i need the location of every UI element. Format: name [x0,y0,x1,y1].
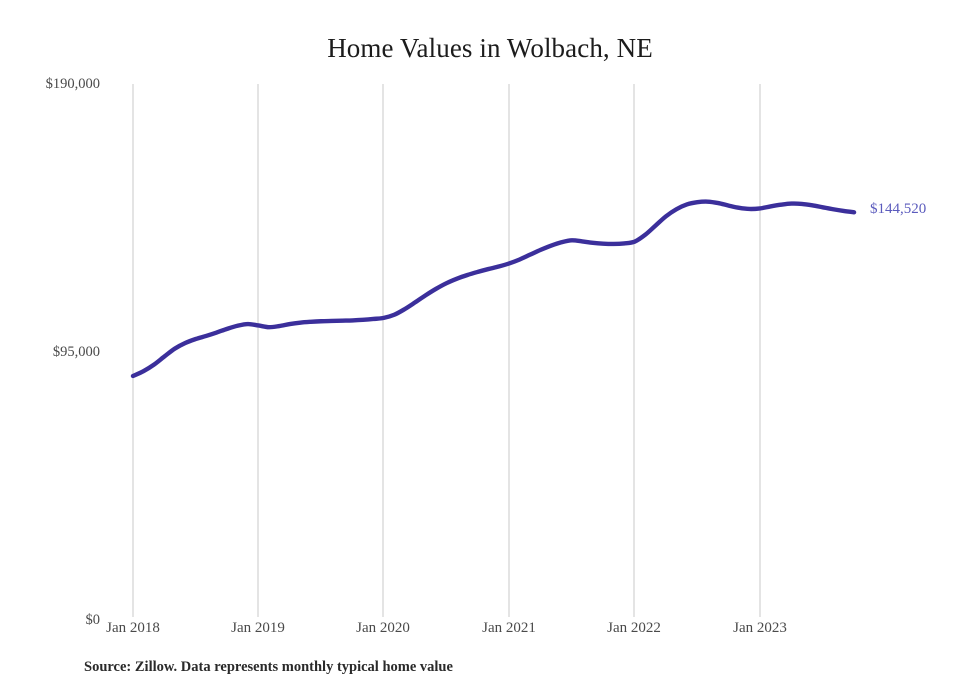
source-note: Source: Zillow. Data represents monthly … [84,659,453,675]
end-value-label: $144,520 [870,201,927,218]
y-axis-tick-190000: $190,000 [45,76,100,92]
x-axis-tick-jan-2020: Jan 2020 [356,620,410,636]
chart-title: Home Values in Wolbach, NE [327,33,653,63]
y-axis-tick-95000: $95,000 [52,344,100,360]
home-value-line-series [130,199,857,379]
x-axis-tick-jan-2022: Jan 2022 [607,620,661,636]
y-axis-tick-0: $0 [85,612,101,628]
gridlines [132,84,761,617]
x-axis-tick-jan-2019: Jan 2019 [231,620,285,636]
x-axis-tick-jan-2023: Jan 2023 [733,620,787,636]
x-axis-tick-jan-2018: Jan 2018 [106,620,160,636]
x-axis-tick-jan-2021: Jan 2021 [482,620,536,636]
